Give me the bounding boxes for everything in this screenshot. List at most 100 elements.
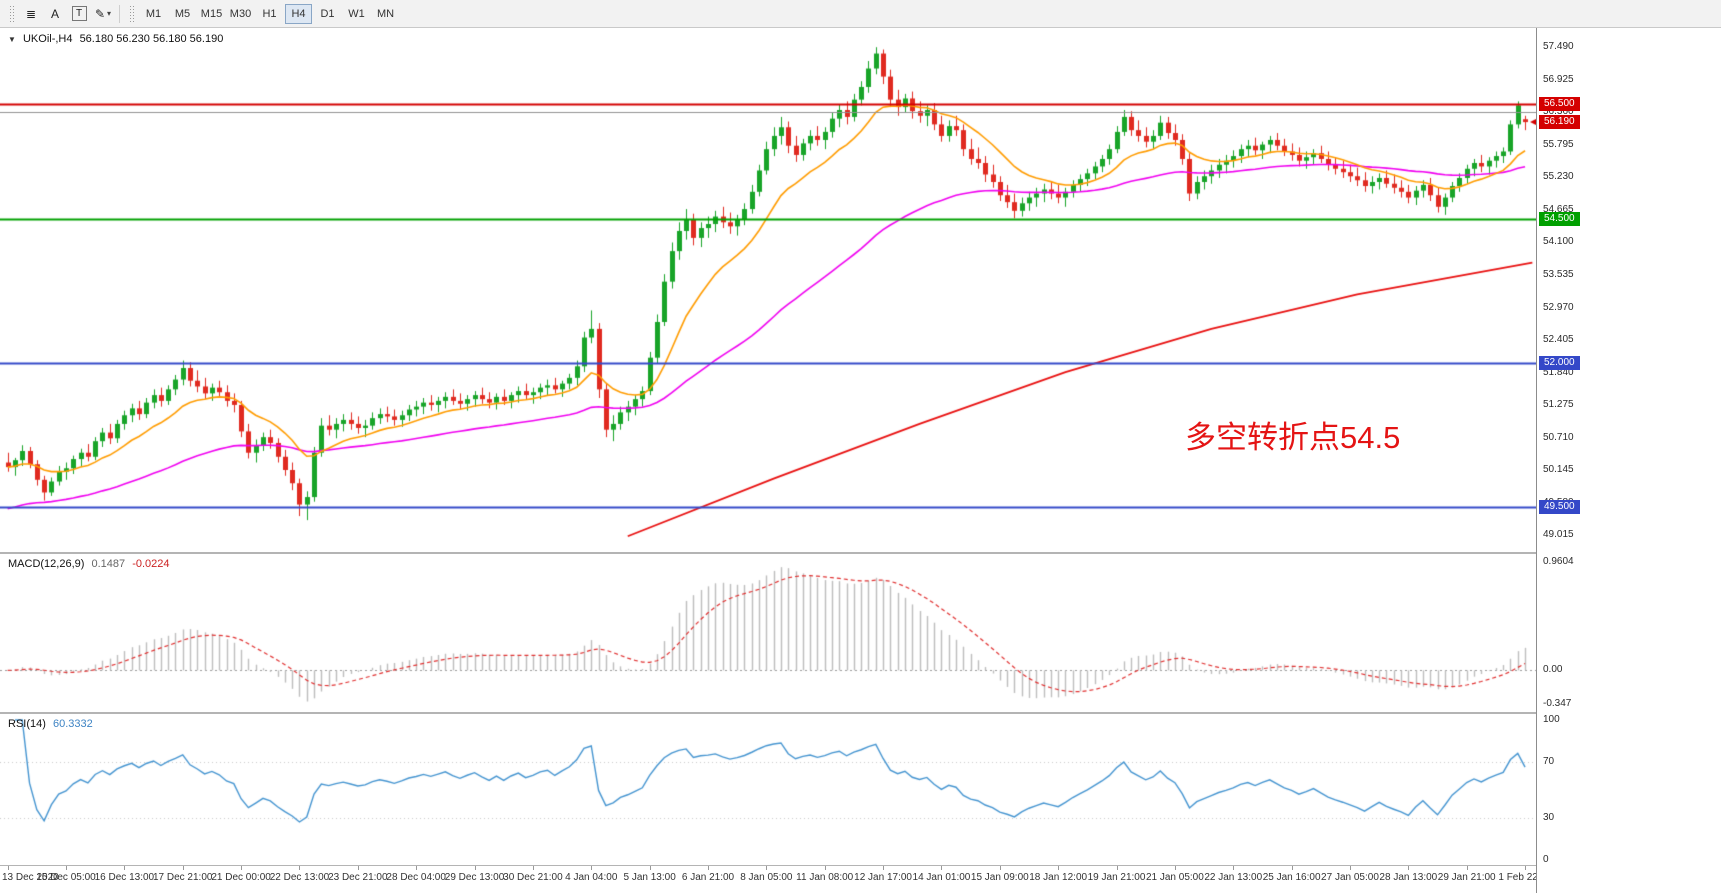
price-tick-label: 50.710 bbox=[1543, 431, 1574, 443]
dropdown-caret-icon: ▾ bbox=[107, 9, 112, 18]
level-price-badge: 54.500 bbox=[1539, 212, 1580, 227]
time-axis-tick bbox=[241, 866, 242, 870]
rsi-scale-label: 100 bbox=[1543, 714, 1560, 725]
time-axis-tick bbox=[883, 866, 884, 870]
time-axis-tick bbox=[475, 866, 476, 870]
price-tick-label: 51.840 bbox=[1543, 366, 1574, 378]
macd-header: MACD(12,26,9) 0.1487 -0.0224 bbox=[8, 558, 174, 570]
time-axis-tick bbox=[1467, 866, 1468, 870]
price-tick-label: 49.015 bbox=[1543, 529, 1574, 541]
timeframe-toolbar: M1 M5 M15 M30 H1 H4 D1 W1 MN bbox=[139, 3, 400, 24]
price-tick-label: 50.145 bbox=[1543, 464, 1574, 476]
time-axis-label: 16 Dec 13:00 bbox=[94, 872, 155, 883]
time-axis-tick bbox=[533, 866, 534, 870]
time-axis-label: 25 Jan 16:00 bbox=[1262, 872, 1321, 883]
time-axis-tick bbox=[1292, 866, 1293, 870]
time-axis-label: 19 Jan 21:00 bbox=[1087, 872, 1146, 883]
time-axis-label: 21 Dec 00:00 bbox=[211, 872, 271, 883]
timeframe-button-m15[interactable]: M15 bbox=[200, 7, 223, 20]
price-tick-label: 55.230 bbox=[1543, 171, 1574, 183]
time-axis-tick bbox=[1525, 866, 1526, 870]
cursor-tool-button[interactable]: A bbox=[50, 6, 59, 21]
time-axis-label: 30 Dec 21:00 bbox=[503, 872, 563, 883]
toolbar-separator bbox=[119, 4, 120, 23]
time-axis-tick bbox=[66, 866, 67, 870]
time-axis-tick bbox=[8, 866, 9, 870]
macd-main-value: 0.1487 bbox=[91, 558, 126, 570]
toolbar-drag-handle[interactable] bbox=[9, 4, 14, 23]
timeframe-drag-handle[interactable] bbox=[129, 4, 134, 23]
time-axis-label: 15 Jan 09:00 bbox=[970, 872, 1029, 883]
time-axis-label: 22 Dec 13:00 bbox=[269, 872, 330, 883]
macd-scale-label: 0.00 bbox=[1543, 664, 1563, 676]
level-price-badge: 56.500 bbox=[1539, 97, 1580, 112]
time-axis-tick bbox=[766, 866, 767, 870]
timeframe-button-mn[interactable]: MN bbox=[376, 7, 395, 20]
price-tick-label: 56.925 bbox=[1543, 73, 1574, 85]
time-axis-label: 17 Dec 21:00 bbox=[152, 872, 213, 883]
time-axis-label: 22 Jan 13:00 bbox=[1204, 872, 1263, 883]
time-axis-tick bbox=[650, 866, 651, 870]
price-tick-label: 56.360 bbox=[1543, 106, 1574, 118]
macd-signal-value: -0.0224 bbox=[132, 558, 170, 570]
time-axis-label: 8 Jan 05:00 bbox=[740, 872, 793, 883]
price-tick-label: 55.795 bbox=[1543, 138, 1574, 150]
time-axis-tick bbox=[358, 866, 359, 870]
timeframe-button-w1[interactable]: W1 bbox=[348, 7, 365, 20]
panel-splitter-macd[interactable] bbox=[0, 552, 1721, 554]
time-axis-tick bbox=[1058, 866, 1059, 870]
chart-title: ▼ UKOil-,H4 56.180 56.230 56.180 56.190 bbox=[8, 33, 227, 45]
price-tick-label: 57.490 bbox=[1543, 41, 1574, 53]
time-axis-label: 29 Dec 13:00 bbox=[444, 872, 505, 883]
price-tick-label: 54.665 bbox=[1543, 203, 1574, 215]
price-chart-canvas[interactable] bbox=[0, 28, 1536, 552]
timeframe-button-m5[interactable]: M5 bbox=[174, 7, 191, 20]
draw-tool-button[interactable]: ✎ ▾ bbox=[94, 6, 112, 21]
rsi-scale-label: 30 bbox=[1543, 812, 1555, 823]
timeframe-button-d1[interactable]: D1 bbox=[320, 7, 335, 20]
price-tick-label: 53.535 bbox=[1543, 269, 1574, 281]
time-axis-label: 14 Jan 01:00 bbox=[912, 872, 971, 883]
annotation-text[interactable]: 多空转折点54.5 bbox=[1185, 420, 1401, 455]
axis-splitter bbox=[0, 865, 1721, 866]
macd-scale-label: -0.347 bbox=[1543, 698, 1572, 709]
time-axis-tick bbox=[1350, 866, 1351, 870]
time-axis-tick bbox=[416, 866, 417, 870]
time-axis-tick bbox=[591, 866, 592, 870]
collapse-icon[interactable]: ▼ bbox=[8, 35, 16, 44]
time-axis-tick bbox=[1000, 866, 1001, 870]
panel-splitter-rsi[interactable] bbox=[0, 712, 1721, 714]
time-axis[interactable]: 13 Dec 2020 15 Dec 05:00 16 Dec 13:00 17 De… bbox=[0, 866, 1536, 893]
time-axis-label: 15 Dec 05:00 bbox=[36, 872, 96, 883]
level-price-badge: 49.500 bbox=[1539, 500, 1580, 515]
time-axis-label: 4 Jan 04:00 bbox=[565, 872, 618, 883]
level-price-badge: 52.000 bbox=[1539, 356, 1580, 371]
time-axis-label: 11 Jan 08:00 bbox=[796, 872, 854, 883]
toolbar-tools: ≣ A T ✎ ▾ bbox=[19, 4, 115, 24]
time-axis-tick bbox=[183, 866, 184, 870]
time-axis-tick bbox=[1117, 866, 1118, 870]
time-axis-label: 1 Feb 22:15 bbox=[1498, 872, 1536, 883]
ohlc-values: 56.180 56.230 56.180 56.190 bbox=[79, 33, 224, 45]
time-axis-tick bbox=[1408, 866, 1409, 870]
timeframe-button-m30[interactable]: M30 bbox=[229, 7, 252, 20]
chart-list-icon[interactable]: ≣ bbox=[25, 6, 37, 21]
rsi-canvas[interactable] bbox=[0, 714, 1536, 866]
macd-canvas[interactable] bbox=[0, 554, 1536, 712]
time-axis-label: 12 Jan 17:00 bbox=[854, 872, 912, 883]
rsi-label: RSI(14) bbox=[8, 718, 46, 730]
price-tick-label: 51.275 bbox=[1543, 399, 1574, 411]
rsi-scale-label: 0 bbox=[1543, 854, 1549, 865]
time-axis-tick bbox=[1233, 866, 1234, 870]
macd-scale-label: 0.9604 bbox=[1543, 556, 1574, 567]
price-tick-label: 52.405 bbox=[1543, 334, 1574, 346]
price-scale[interactable]: 57.490 56.925 56.360 55.795 55.230 54.665 54.1… bbox=[1536, 28, 1721, 893]
timeframe-button-h1[interactable]: H1 bbox=[262, 7, 277, 20]
rsi-value: 60.3332 bbox=[52, 718, 93, 730]
time-axis-label: 28 Dec 04:00 bbox=[386, 872, 446, 883]
time-axis-label: 6 Jan 21:00 bbox=[681, 872, 735, 883]
timeframe-button-m1[interactable]: M1 bbox=[145, 7, 162, 20]
text-tool-button[interactable]: T bbox=[68, 4, 90, 24]
timeframe-button-h4[interactable]: H4 bbox=[285, 3, 312, 24]
